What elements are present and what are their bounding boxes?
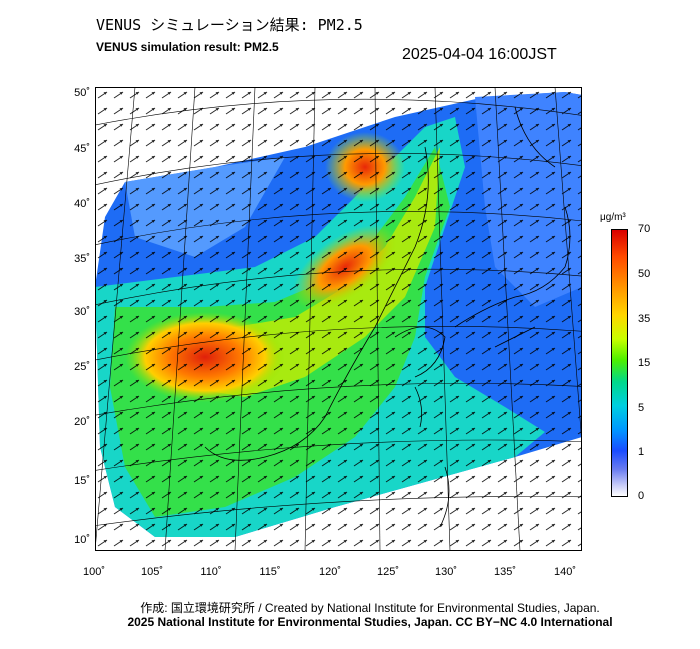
colorbar-unit: μg/m³ (600, 212, 626, 223)
lat-label-40: 40˚ (74, 198, 90, 210)
lat-label-35: 35˚ (74, 253, 90, 265)
colorbar-tick-5: 5 (638, 402, 645, 414)
colorbar-tick-0: 0 (638, 490, 645, 502)
colorbar-tick-15: 15 (638, 357, 651, 369)
lat-label-10: 10˚ (74, 534, 90, 546)
colorbar-tick-50: 50 (638, 268, 651, 280)
forecast-timestamp: 2025-04-04 16:00JST (402, 46, 557, 63)
lon-label-100: 100˚ (82, 566, 106, 578)
lat-label-50: 50˚ (74, 87, 90, 99)
credit-line: 作成: 国立環境研究所 / Created by National Instit… (140, 601, 600, 615)
title-japanese: VENUS シミュレーション結果: PM2.5 (96, 16, 363, 34)
license-line: 2025 National Institute for Environmenta… (127, 615, 613, 629)
colorbar-tick-1: 1 (638, 446, 645, 458)
lon-label-110: 110˚ (200, 566, 222, 578)
lon-label-130: 130˚ (434, 566, 458, 578)
colorbar-tick-35: 35 (638, 313, 651, 325)
lon-label-135: 135˚ (493, 566, 517, 578)
coastlines (204, 106, 571, 528)
lat-label-45: 45˚ (74, 143, 90, 155)
title-english: VENUS simulation result: PM2.5 (96, 40, 279, 54)
lat-label-20: 20˚ (74, 416, 90, 428)
wind-vectors (95, 87, 582, 551)
lon-label-115: 115˚ (259, 566, 281, 578)
lon-label-120: 120˚ (318, 566, 342, 578)
lat-label-25: 25˚ (74, 361, 90, 373)
pm25-map (84, 86, 593, 552)
lat-label-15: 15˚ (74, 475, 90, 487)
lon-label-140: 140˚ (553, 566, 577, 578)
lon-label-105: 105˚ (140, 566, 164, 578)
map-canvas (84, 86, 593, 552)
lat-label-30: 30˚ (74, 306, 90, 318)
lon-label-125: 125˚ (376, 566, 400, 578)
colorbar-tick-70: 70 (638, 223, 651, 235)
colorbar (611, 229, 628, 497)
